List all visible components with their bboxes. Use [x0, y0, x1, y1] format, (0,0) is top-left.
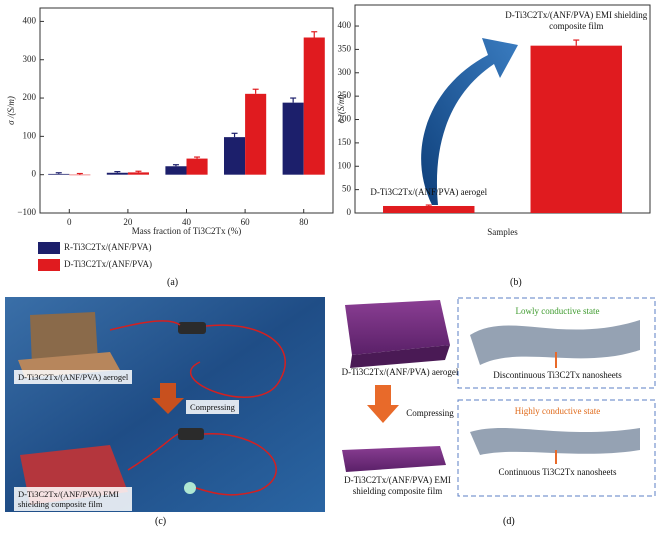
bar — [69, 174, 91, 176]
y-tick-label: 0 — [32, 169, 37, 179]
legend-swatch — [38, 259, 60, 271]
y-axis-label: σ /(S/m) — [336, 95, 346, 124]
schematic-caption: D-Ti3C2Tx/(ANF/PVA) EMI shielding compos… — [344, 475, 451, 496]
x-axis-label: Mass fraction of Ti3C2Tx (%) — [132, 226, 242, 236]
zoom-box — [457, 399, 656, 497]
y-tick-label: 400 — [338, 20, 352, 30]
photo-caption: D-Ti3C2Tx/(ANF/PVA) aerogel — [14, 370, 133, 384]
bar — [245, 93, 267, 175]
x-tick-label: 40 — [182, 217, 192, 227]
y-tick-label: 100 — [338, 160, 352, 170]
bar — [383, 205, 475, 213]
schematic-action: Compressing — [406, 408, 454, 418]
y-tick-label: 300 — [23, 54, 37, 64]
panel-label: (c) — [155, 516, 167, 527]
photo-led — [184, 482, 196, 494]
x-tick-label: 80 — [299, 217, 309, 227]
photo-wire — [127, 433, 277, 496]
legend-label: D-Ti3C2Tx/(ANF/PVA) — [64, 259, 152, 269]
category-label: D-Ti3C2Tx/(ANF/PVA) EMI shielding compos… — [505, 10, 648, 32]
x-tick-label: 0 — [67, 217, 72, 227]
x-axis-label: Samples — [487, 227, 518, 237]
nanosheet-sparse — [470, 320, 640, 365]
legend-label: R-Ti3C2Tx/(ANF/PVA) — [64, 242, 152, 252]
plot-frame — [354, 4, 651, 214]
nanosheet-dense — [470, 428, 640, 455]
photo-caption: D-Ti3C2Tx/(ANF/PVA) EMI shielding compos… — [14, 487, 132, 511]
y-tick-label: −100 — [17, 207, 36, 217]
bar — [530, 45, 622, 214]
bar — [282, 102, 304, 175]
y-tick-label: 200 — [338, 114, 352, 124]
legend-swatch — [38, 242, 60, 254]
y-tick-label: 50 — [342, 184, 352, 194]
state-note: Continuous Ti3C2Tx nanosheets — [498, 467, 617, 477]
film-structure — [342, 446, 446, 472]
y-tick-label: 350 — [338, 43, 352, 53]
category-label: D-Ti3C2Tx/(ANF/PVA) aerogel — [370, 187, 488, 198]
y-tick-label: 400 — [23, 15, 37, 25]
y-tick-label: 200 — [23, 92, 37, 102]
bar — [127, 172, 149, 175]
state-label: Lowly conductive state — [515, 306, 600, 316]
panel-label: (a) — [167, 277, 179, 288]
x-tick-label: 20 — [123, 217, 133, 227]
bar — [186, 158, 208, 175]
photo-wire — [109, 320, 286, 398]
zoom-box — [457, 297, 656, 389]
photo-aerogel — [30, 312, 98, 366]
arrow-decoration — [421, 38, 518, 205]
panel-label: (b) — [510, 277, 522, 288]
y-tick-label: 0 — [347, 207, 352, 217]
state-note: Discontinuous Ti3C2Tx nanosheets — [493, 370, 622, 380]
bar — [106, 172, 128, 175]
y-tick-label: 250 — [338, 90, 352, 100]
y-tick-label: 150 — [338, 137, 352, 147]
photo-action: Compressing — [186, 400, 239, 414]
compress-arrow — [367, 385, 399, 423]
bar — [165, 166, 187, 175]
y-tick-label: 300 — [338, 67, 352, 77]
bar — [303, 37, 325, 175]
x-tick-label: 60 — [241, 217, 251, 227]
bar — [224, 137, 246, 175]
schematic-caption: D-Ti3C2Tx/(ANF/PVA) aerogel — [341, 367, 459, 377]
photo-arrow — [152, 383, 184, 414]
panel-label: (d) — [503, 516, 515, 527]
photo-battery — [178, 322, 206, 334]
y-tick-label: 100 — [23, 130, 37, 140]
state-label: Highly conductive state — [514, 406, 601, 416]
aerogel-structure — [345, 300, 450, 368]
y-axis-label: σ /(S/m) — [6, 96, 16, 125]
bar — [48, 173, 70, 175]
photo-battery — [178, 428, 204, 440]
